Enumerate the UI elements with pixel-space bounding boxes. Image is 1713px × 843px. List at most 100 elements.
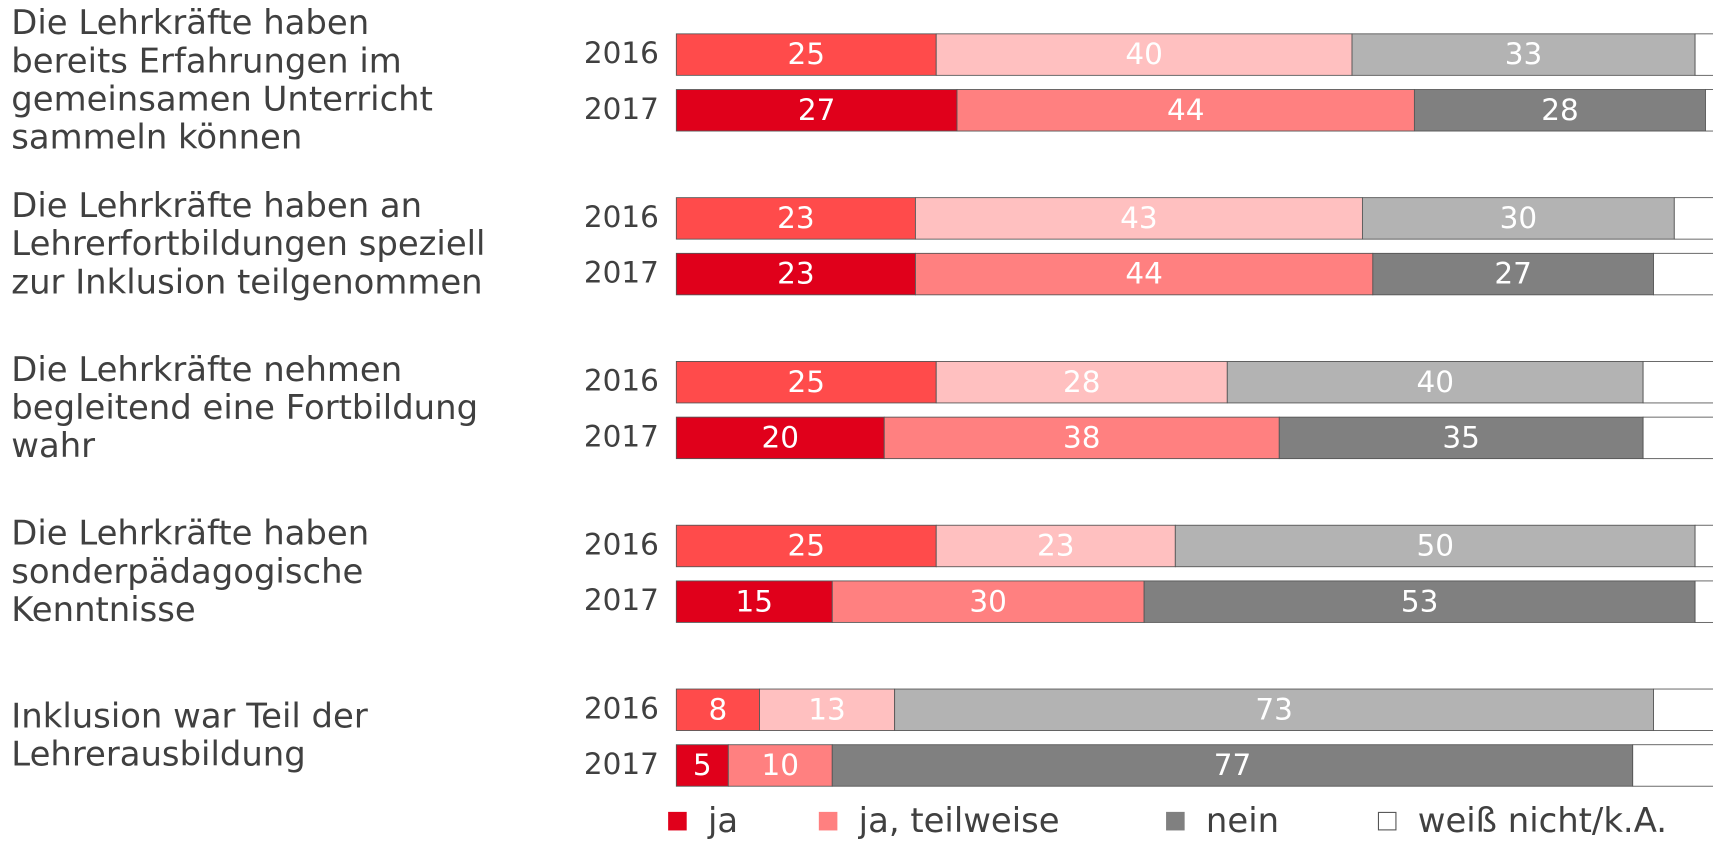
bar-segment — [956, 89, 1415, 132]
bar-segment — [1361, 197, 1675, 240]
value-label: 44 — [1167, 93, 1205, 127]
group-label: sonderpädagogische — [11, 552, 363, 591]
value-label: 28 — [1541, 93, 1579, 127]
group-label: sammeln können — [11, 118, 302, 157]
bar-segment — [1174, 524, 1696, 568]
bar-segment — [1694, 580, 1713, 623]
bar-segment — [831, 580, 1145, 623]
bar-segment — [914, 197, 1363, 240]
group-label: Die Lehrkräfte haben an — [11, 186, 422, 225]
legend-swatch — [668, 811, 687, 831]
bar-segment — [675, 416, 885, 460]
bar-segment — [1673, 197, 1713, 240]
bar-segment — [727, 744, 833, 787]
group-label: Die Lehrkräfte haben — [11, 3, 369, 42]
bar-segment — [675, 89, 958, 132]
year-label: 2017 — [584, 256, 659, 290]
value-label: 23 — [777, 201, 815, 235]
value-label: 43 — [1120, 201, 1158, 235]
value-label: 30 — [1500, 201, 1538, 235]
legend-label: ja — [707, 801, 738, 840]
bar-segment — [675, 580, 833, 623]
value-label: 13 — [808, 692, 845, 726]
value-label: 35 — [1442, 420, 1480, 454]
bar-segment — [935, 361, 1228, 404]
group-label: Die Lehrkräfte haben — [11, 514, 369, 553]
bar-segment — [675, 33, 937, 76]
group-label: Inklusion war Teil der — [11, 696, 368, 735]
bar-segment — [1632, 744, 1713, 787]
value-label: 50 — [1416, 529, 1454, 563]
value-label: 8 — [709, 692, 728, 726]
group-label: gemeinsamen Unterricht — [11, 80, 433, 119]
bar-segment — [1653, 252, 1713, 296]
group-label: Lehrerfortbildungen speziell — [11, 224, 485, 263]
bar-segment — [1413, 89, 1706, 132]
legend-swatch — [1377, 811, 1397, 831]
year-label: 2016 — [584, 691, 659, 725]
value-label: 20 — [762, 420, 799, 454]
year-label: 2017 — [584, 92, 659, 126]
value-label: 30 — [969, 584, 1007, 618]
year-label: 2017 — [584, 747, 659, 781]
bar-segment — [1226, 361, 1644, 404]
year-label: 2017 — [584, 419, 659, 453]
bar-segment — [1372, 252, 1654, 296]
bar-segment — [1705, 89, 1713, 132]
year-label: 2016 — [584, 364, 659, 398]
value-label: 25 — [788, 529, 826, 563]
bar-segment — [1642, 361, 1713, 404]
value-label: 40 — [1416, 365, 1454, 399]
bar-segment — [1642, 416, 1713, 460]
bar-segment — [1694, 524, 1713, 568]
value-label: 28 — [1063, 365, 1100, 399]
bar-segment — [675, 524, 937, 568]
bar-segment — [675, 688, 760, 731]
value-label: 38 — [1063, 420, 1100, 454]
legend-label: weiß nicht/k.A. — [1418, 801, 1667, 840]
bar-segment — [935, 33, 1353, 76]
group-label: Lehrerausbildung — [11, 735, 305, 774]
bar-segment — [675, 252, 916, 296]
value-label: 27 — [798, 93, 836, 127]
year-label: 2016 — [584, 36, 659, 70]
group-label: bereits Erfahrungen im — [11, 41, 401, 80]
bar-segment — [675, 197, 916, 240]
value-label: 44 — [1125, 257, 1163, 291]
bar-segment — [1278, 416, 1644, 460]
group-label: zur Inklusion teilgenommen — [11, 262, 482, 301]
legend-label: nein — [1206, 801, 1279, 840]
value-label: 15 — [736, 584, 774, 618]
value-label: 33 — [1505, 37, 1543, 71]
value-label: 10 — [762, 748, 799, 782]
bar-segment — [883, 416, 1280, 460]
year-label: 2017 — [584, 583, 659, 617]
legend-swatch — [1166, 811, 1185, 831]
group-label: begleitend eine Fortbildung — [11, 388, 478, 427]
value-label: 23 — [777, 257, 815, 291]
legend-label: ja, teilweise — [858, 801, 1060, 840]
bar-segment — [1351, 33, 1696, 76]
value-label: 23 — [1037, 529, 1075, 563]
value-label: 25 — [788, 365, 826, 399]
value-label: 27 — [1494, 257, 1532, 291]
value-label: 40 — [1125, 37, 1163, 71]
value-label: 25 — [788, 37, 826, 71]
bar-segment — [675, 744, 729, 787]
group-label: wahr — [11, 426, 95, 465]
value-label: 73 — [1255, 692, 1293, 726]
bar-segment — [675, 361, 937, 404]
group-label: Kenntnisse — [11, 590, 195, 629]
legend-swatch — [818, 811, 838, 831]
group-label: Die Lehrkräfte nehmen — [11, 350, 402, 389]
bar-segment — [935, 524, 1176, 568]
bar-segment — [894, 688, 1654, 731]
value-label: 77 — [1214, 748, 1252, 782]
year-label: 2016 — [584, 200, 659, 234]
bar-segment — [1694, 33, 1713, 76]
year-label: 2016 — [584, 527, 659, 561]
value-label: 53 — [1401, 584, 1439, 618]
value-label: 5 — [693, 748, 712, 782]
bar-segment — [1653, 688, 1713, 731]
